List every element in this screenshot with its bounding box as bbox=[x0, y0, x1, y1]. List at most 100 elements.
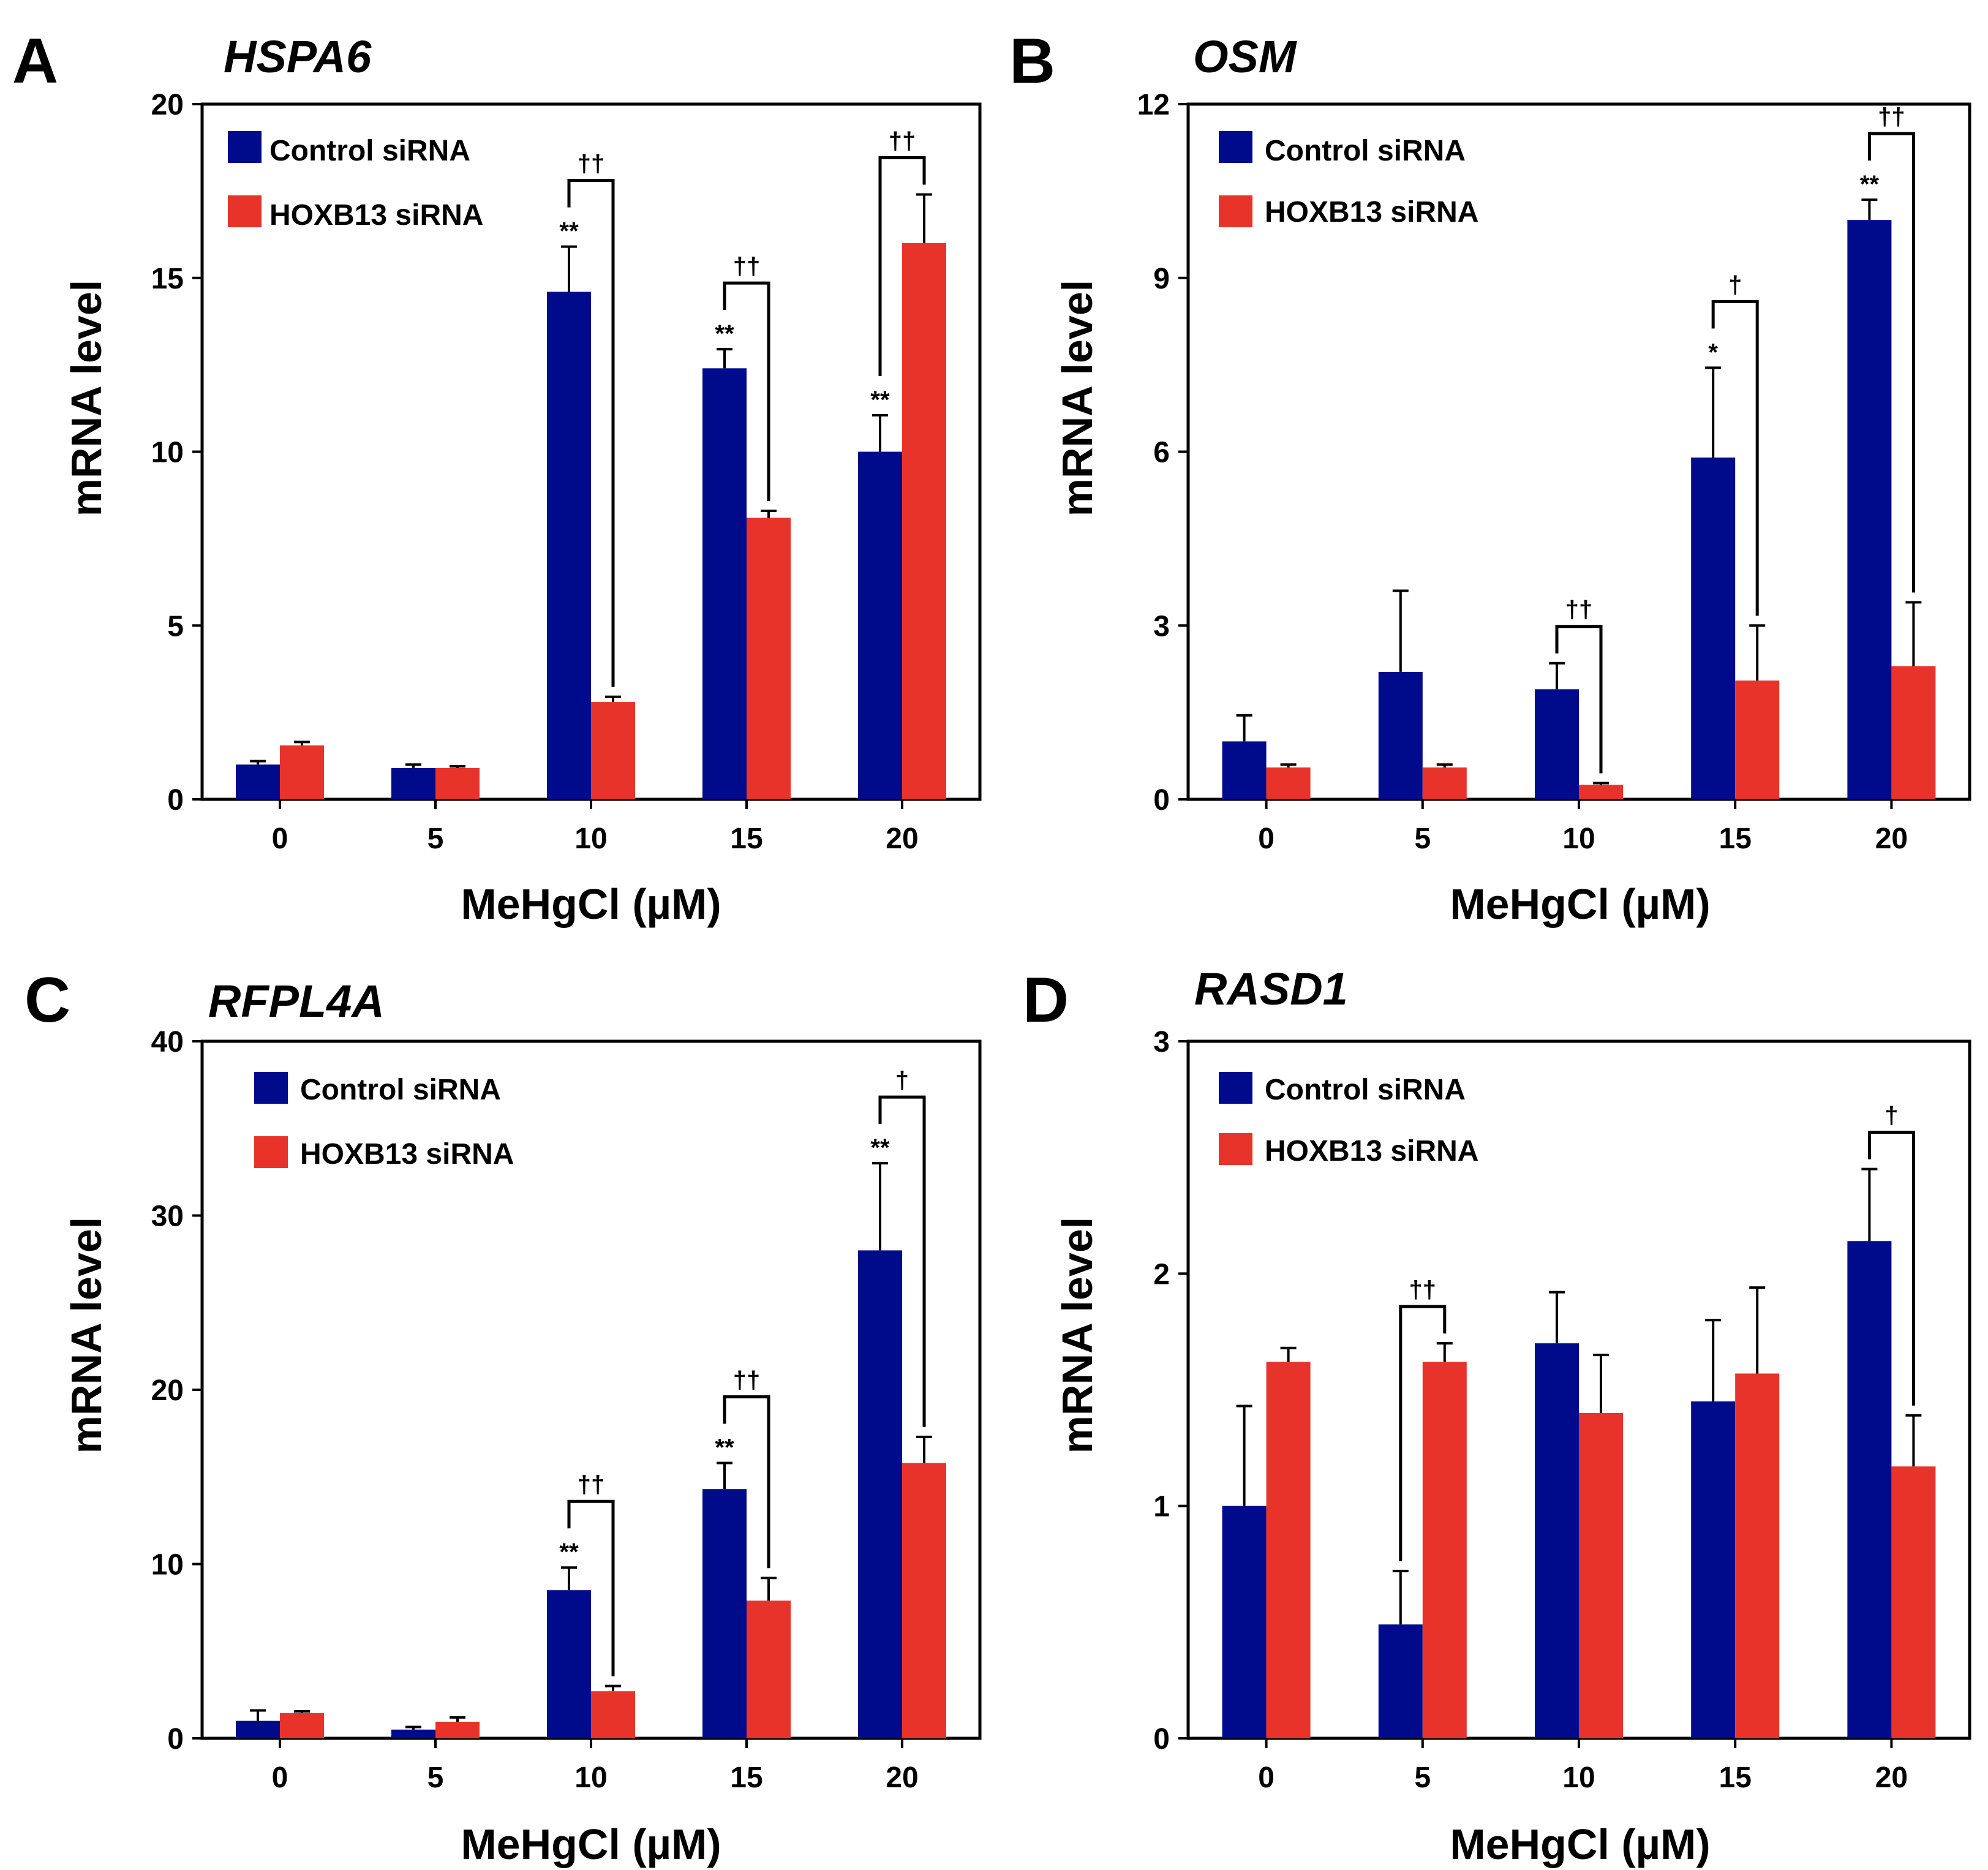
bar-control bbox=[1691, 1401, 1736, 1738]
significance-bracket bbox=[1867, 132, 1915, 593]
legend: Control siRNA HOXB13 siRNA bbox=[228, 131, 483, 232]
significance-bracket bbox=[1555, 625, 1603, 774]
significance-stars: ** bbox=[559, 1539, 579, 1566]
y-tick-label: 1 bbox=[1153, 1491, 1170, 1523]
bar-hoxb13 bbox=[435, 767, 480, 799]
legend-swatch-control bbox=[1219, 1072, 1252, 1104]
y-tick-label: 15 bbox=[151, 263, 184, 295]
y-tick-label: 0 bbox=[1153, 784, 1170, 816]
bar-control bbox=[1847, 1241, 1892, 1738]
y-tick-label: 20 bbox=[151, 89, 184, 121]
x-tick-label: 0 bbox=[272, 1762, 288, 1794]
legend-label-hoxb13: HOXB13 siRNA bbox=[269, 199, 483, 232]
bar-control bbox=[547, 1590, 591, 1738]
bar-control bbox=[1378, 671, 1423, 799]
significance-bracket bbox=[1867, 1131, 1915, 1406]
panel-a: A HSPA6 mRNA level MeHgCl (µM) Control s… bbox=[12, 26, 982, 928]
legend: Control siRNA HOXB13 siRNA bbox=[1219, 131, 1478, 228]
bar-control bbox=[1535, 689, 1579, 799]
legend: Control siRNA HOXB13 siRNA bbox=[1219, 1072, 1478, 1167]
bar-hoxb13 bbox=[1891, 666, 1936, 799]
legend-swatch-hoxb13 bbox=[1219, 195, 1252, 227]
legend-label-control: Control siRNA bbox=[1265, 135, 1466, 167]
y-tick-label: 0 bbox=[167, 1723, 184, 1755]
x-tick-label: 15 bbox=[1719, 823, 1752, 855]
x-tick-label: 10 bbox=[574, 1762, 607, 1794]
legend-label-hoxb13: HOXB13 siRNA bbox=[1265, 196, 1478, 228]
legend-label-control: Control siRNA bbox=[269, 135, 470, 167]
chart-title: OSM bbox=[1193, 31, 1297, 82]
bar-control bbox=[1222, 1506, 1267, 1738]
panel-letter: A bbox=[12, 26, 58, 97]
legend-label-control: Control siRNA bbox=[1265, 1074, 1466, 1106]
bar-hoxb13 bbox=[435, 1721, 480, 1738]
bar-control bbox=[858, 451, 902, 799]
x-tick-label: 5 bbox=[427, 823, 444, 855]
bar-control bbox=[1222, 741, 1267, 799]
y-tick-label: 3 bbox=[1153, 1026, 1170, 1058]
bar-hoxb13 bbox=[902, 1463, 946, 1738]
significance-bracket bbox=[723, 1395, 770, 1569]
significance-bracket bbox=[1711, 300, 1759, 616]
bar-hoxb13 bbox=[1579, 1412, 1623, 1738]
chart-title: HSPA6 bbox=[224, 31, 372, 82]
legend-label-hoxb13: HOXB13 siRNA bbox=[300, 1138, 514, 1171]
bar-hoxb13 bbox=[1422, 767, 1467, 799]
y-tick-label: 12 bbox=[1137, 89, 1170, 121]
bar-hoxb13 bbox=[1266, 1362, 1311, 1738]
panel-d: D RASD1 mRNA level MeHgCl (µM) Control s… bbox=[1023, 963, 1971, 1868]
bar-hoxb13 bbox=[280, 1713, 324, 1738]
bar-control bbox=[1535, 1343, 1579, 1738]
x-tick-label: 10 bbox=[1562, 823, 1595, 855]
bar-hoxb13 bbox=[1891, 1466, 1936, 1738]
x-tick-label: 15 bbox=[730, 1762, 762, 1794]
significance-daggers: †† bbox=[733, 1367, 761, 1393]
bar-hoxb13 bbox=[1735, 1373, 1780, 1738]
y-tick-label: 0 bbox=[1153, 1723, 1170, 1755]
bar-hoxb13 bbox=[747, 1600, 791, 1738]
x-tick-label: 20 bbox=[886, 823, 918, 855]
bar-control bbox=[1378, 1624, 1423, 1738]
significance-daggers: †† bbox=[889, 128, 916, 155]
x-tick-label: 15 bbox=[730, 823, 762, 855]
significance-stars: ** bbox=[870, 386, 890, 413]
significance-daggers: † bbox=[895, 1067, 909, 1094]
x-tick-label: 15 bbox=[1719, 1762, 1752, 1794]
panel-letter: B bbox=[1009, 26, 1055, 97]
significance-bracket bbox=[567, 1499, 615, 1676]
x-tick-label: 10 bbox=[1562, 1762, 1595, 1794]
panel-letter: C bbox=[24, 965, 70, 1036]
y-tick-label: 6 bbox=[1153, 437, 1170, 469]
y-tick-label: 2 bbox=[1153, 1258, 1170, 1291]
bar-hoxb13 bbox=[591, 702, 635, 799]
y-tick-label: 5 bbox=[167, 610, 184, 643]
y-tick-label: 10 bbox=[151, 437, 184, 469]
legend-swatch-control bbox=[228, 131, 262, 163]
bar-control bbox=[391, 767, 435, 799]
bar-hoxb13 bbox=[1422, 1362, 1467, 1738]
x-tick-label: 5 bbox=[1414, 1762, 1431, 1794]
significance-bracket bbox=[1399, 1305, 1447, 1561]
x-tick-label: 20 bbox=[1875, 1762, 1908, 1794]
bar-control bbox=[858, 1250, 902, 1738]
significance-daggers: †† bbox=[1409, 1276, 1437, 1303]
y-axis-title: mRNA level bbox=[62, 1217, 110, 1453]
significance-stars: * bbox=[1708, 339, 1718, 366]
x-tick-label: 0 bbox=[272, 823, 288, 855]
y-tick-label: 9 bbox=[1153, 263, 1170, 295]
y-tick-label: 10 bbox=[151, 1549, 184, 1582]
bar-control bbox=[391, 1729, 435, 1738]
significance-daggers: †† bbox=[1565, 597, 1593, 624]
bar-hoxb13 bbox=[747, 518, 791, 799]
bar-hoxb13 bbox=[1579, 785, 1623, 799]
bar-hoxb13 bbox=[1735, 681, 1780, 799]
legend-swatch-hoxb13 bbox=[1219, 1133, 1252, 1165]
y-axis-title: mRNA level bbox=[1053, 1217, 1101, 1453]
bar-control bbox=[236, 764, 280, 799]
significance-bracket bbox=[567, 179, 615, 687]
bar-control bbox=[236, 1721, 280, 1738]
x-axis-title: MeHgCl (µM) bbox=[461, 880, 721, 928]
x-tick-label: 0 bbox=[1258, 823, 1275, 855]
y-tick-label: 40 bbox=[151, 1026, 184, 1058]
